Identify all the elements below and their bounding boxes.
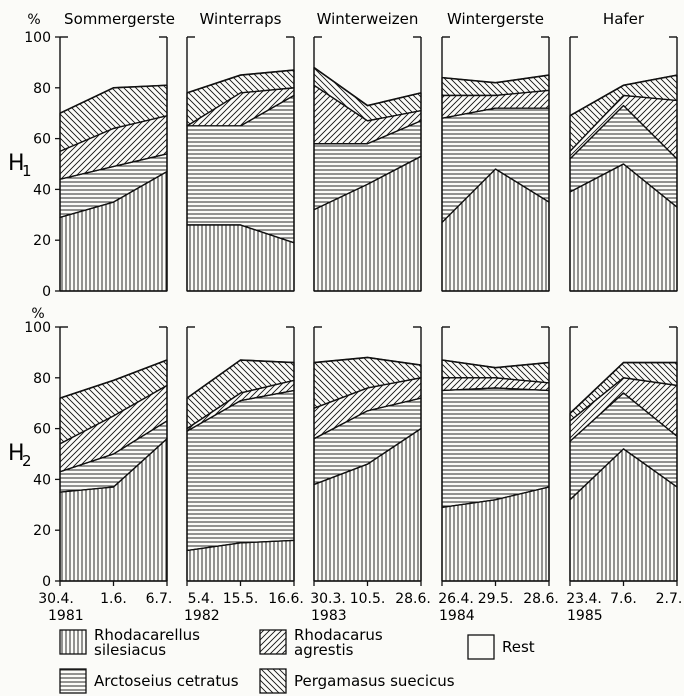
panel-h2-4 [441, 326, 550, 586]
x-tick-label: 1.6. [100, 591, 127, 607]
legend-label: Rest [502, 638, 535, 656]
panel-h1-1 [59, 36, 168, 292]
row-label-h2: H [8, 441, 25, 466]
rest-boundary-line [59, 359, 168, 399]
rest-boundary-line [313, 356, 422, 366]
x-year-label: 1985 [567, 608, 603, 624]
y-tick-label: 80 [33, 81, 51, 97]
row-label-subscript: 1 [22, 162, 32, 180]
legend-label-line2: silesiacus [94, 641, 166, 659]
legend-item-5: Pergamasus suecicus [259, 668, 455, 694]
x-year-label: 1984 [439, 608, 475, 624]
rest-boundary-line [441, 359, 550, 369]
panel-h2-2 [186, 326, 295, 586]
y-tick-label: 20 [33, 523, 51, 539]
x-tick-label: 26.4. [438, 591, 474, 607]
axes-layer: Sommergerste Winterraps Winterweizen Winter… [8, 10, 682, 624]
panel-h2-1 [59, 326, 168, 586]
panel-h1-3 [313, 36, 422, 292]
unit-label: % [27, 12, 40, 28]
legend-item-4: Arctoseius cetratus [59, 668, 239, 694]
x-tick-label: 7.6. [610, 591, 637, 607]
legend-label: Arctoseius cetratus [94, 672, 239, 690]
crop-title-1: Sommergerste [64, 10, 175, 28]
area-h2-4-series-2 [441, 387, 550, 508]
y-tick-label: 0 [42, 284, 51, 300]
x-tick-label: 30.4. [38, 591, 74, 607]
legend-label: Pergamasus suecicus [294, 672, 455, 690]
legend-label: Rhodacarellus [94, 626, 200, 644]
x-year-label: 1981 [48, 608, 84, 624]
y-tick-label: 80 [33, 371, 51, 387]
y-tick-label: 0 [42, 574, 51, 590]
x-year-label: 1983 [311, 608, 347, 624]
panels-layer [59, 36, 678, 586]
panel-h1-5 [569, 36, 678, 292]
x-tick-label: 10.5. [350, 591, 386, 607]
panel-h1-2 [186, 36, 295, 292]
legend-item-3: Rest [467, 634, 535, 660]
x-tick-label: 23.4. [566, 591, 602, 607]
rest-boundary-line [186, 69, 295, 94]
unit-label: % [31, 306, 44, 322]
x-tick-label: 15.5. [223, 591, 259, 607]
legend-swatch [467, 634, 495, 660]
y-tick-label: 40 [33, 472, 51, 488]
crop-title-4: Wintergerste [447, 10, 544, 28]
legend-swatch [259, 668, 287, 694]
x-tick-label: 28.6. [523, 591, 559, 607]
y-tick-label: 40 [33, 182, 51, 198]
rest-boundary-line [186, 359, 295, 399]
row-label-subscript: 2 [22, 452, 32, 470]
row-label-h1: H [8, 151, 25, 176]
x-tick-label: 2.7. [656, 591, 683, 607]
x-tick-label: 30.3. [310, 591, 346, 607]
crop-title-2: Winterraps [200, 10, 282, 28]
legend-swatch [59, 629, 87, 655]
panel-h2-3 [313, 326, 422, 586]
x-tick-label: 16.6. [268, 591, 304, 607]
y-tick-label: 60 [33, 422, 51, 438]
y-tick-label: 60 [33, 132, 51, 148]
y-tick-label: 100 [24, 30, 51, 46]
rest-boundary-line [569, 361, 677, 414]
crop-title-5: Hafer [603, 10, 645, 28]
legend-swatch [259, 629, 287, 655]
x-tick-label: 29.5. [478, 591, 514, 607]
legend-swatch [59, 668, 87, 694]
y-tick-label: 20 [33, 233, 51, 249]
rest-boundary-line [441, 74, 550, 84]
x-tick-label: 5.4. [188, 591, 215, 607]
rest-boundary-line [59, 84, 168, 114]
x-tick-label: 28.6. [395, 591, 431, 607]
legend-label-line2: agrestis [294, 641, 354, 659]
panel-h2-5 [569, 326, 678, 586]
crop-title-3: Winterweizen [317, 10, 419, 28]
rest-boundary-line [313, 66, 422, 107]
x-year-label: 1982 [184, 608, 220, 624]
x-tick-label: 6.7. [146, 591, 173, 607]
y-tick-label: 100 [24, 320, 51, 336]
rest-boundary-line [569, 74, 678, 117]
panel-h1-4 [441, 36, 550, 292]
legend-label: Rhodacarus [294, 626, 383, 644]
